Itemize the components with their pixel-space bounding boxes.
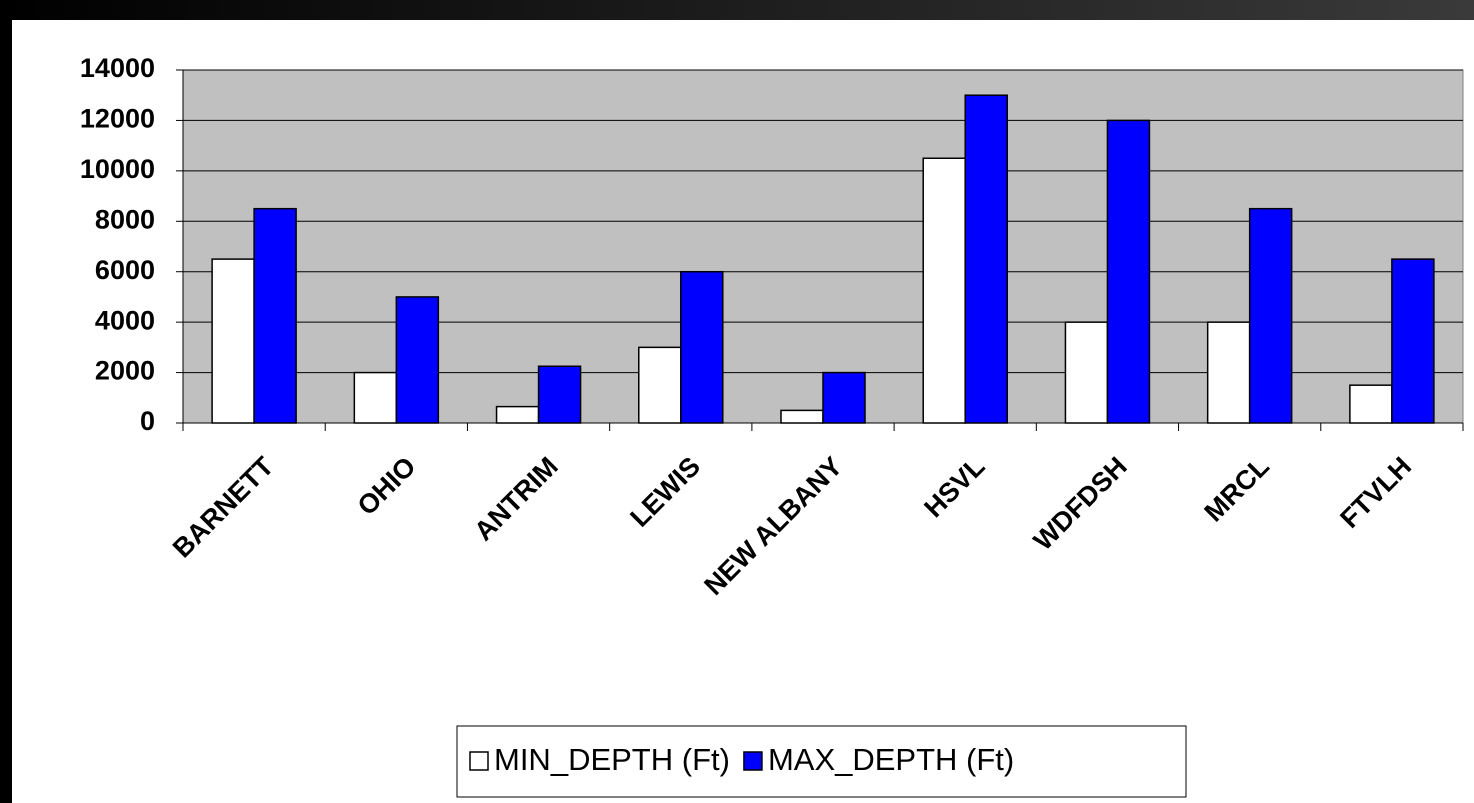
y-tick-label: 4000 — [95, 305, 155, 335]
bar — [780, 409, 824, 424]
bar — [211, 258, 255, 424]
bar — [638, 346, 682, 424]
bar — [680, 270, 724, 424]
y-tick-label: 2000 — [95, 356, 155, 386]
bar — [537, 365, 582, 424]
frame-top — [0, 0, 1474, 20]
y-tick-label: 12000 — [80, 104, 155, 134]
y-tick-label: 0 — [140, 406, 155, 436]
legend — [456, 725, 1187, 798]
y-tick-label: 14000 — [80, 53, 155, 83]
legend-swatch — [743, 751, 763, 771]
bar — [253, 207, 297, 424]
bar — [353, 371, 398, 424]
y-tick-label: 8000 — [95, 204, 155, 234]
bar — [395, 296, 440, 424]
legend-label: MAX_DEPTH (Ft) — [768, 742, 1014, 777]
bar — [1106, 119, 1151, 424]
bar — [1206, 321, 1251, 424]
y-tick-label: 6000 — [95, 255, 155, 285]
bar — [1064, 321, 1109, 424]
bar — [822, 371, 866, 424]
bar — [495, 405, 540, 424]
bar — [1248, 207, 1293, 424]
bar — [964, 94, 1008, 424]
bar — [922, 157, 966, 424]
bar — [1391, 258, 1435, 424]
bar — [1349, 384, 1393, 424]
legend-label: MIN_DEPTH (Ft) — [494, 742, 730, 777]
legend-swatch — [469, 751, 489, 771]
y-tick-label: 10000 — [80, 154, 155, 184]
